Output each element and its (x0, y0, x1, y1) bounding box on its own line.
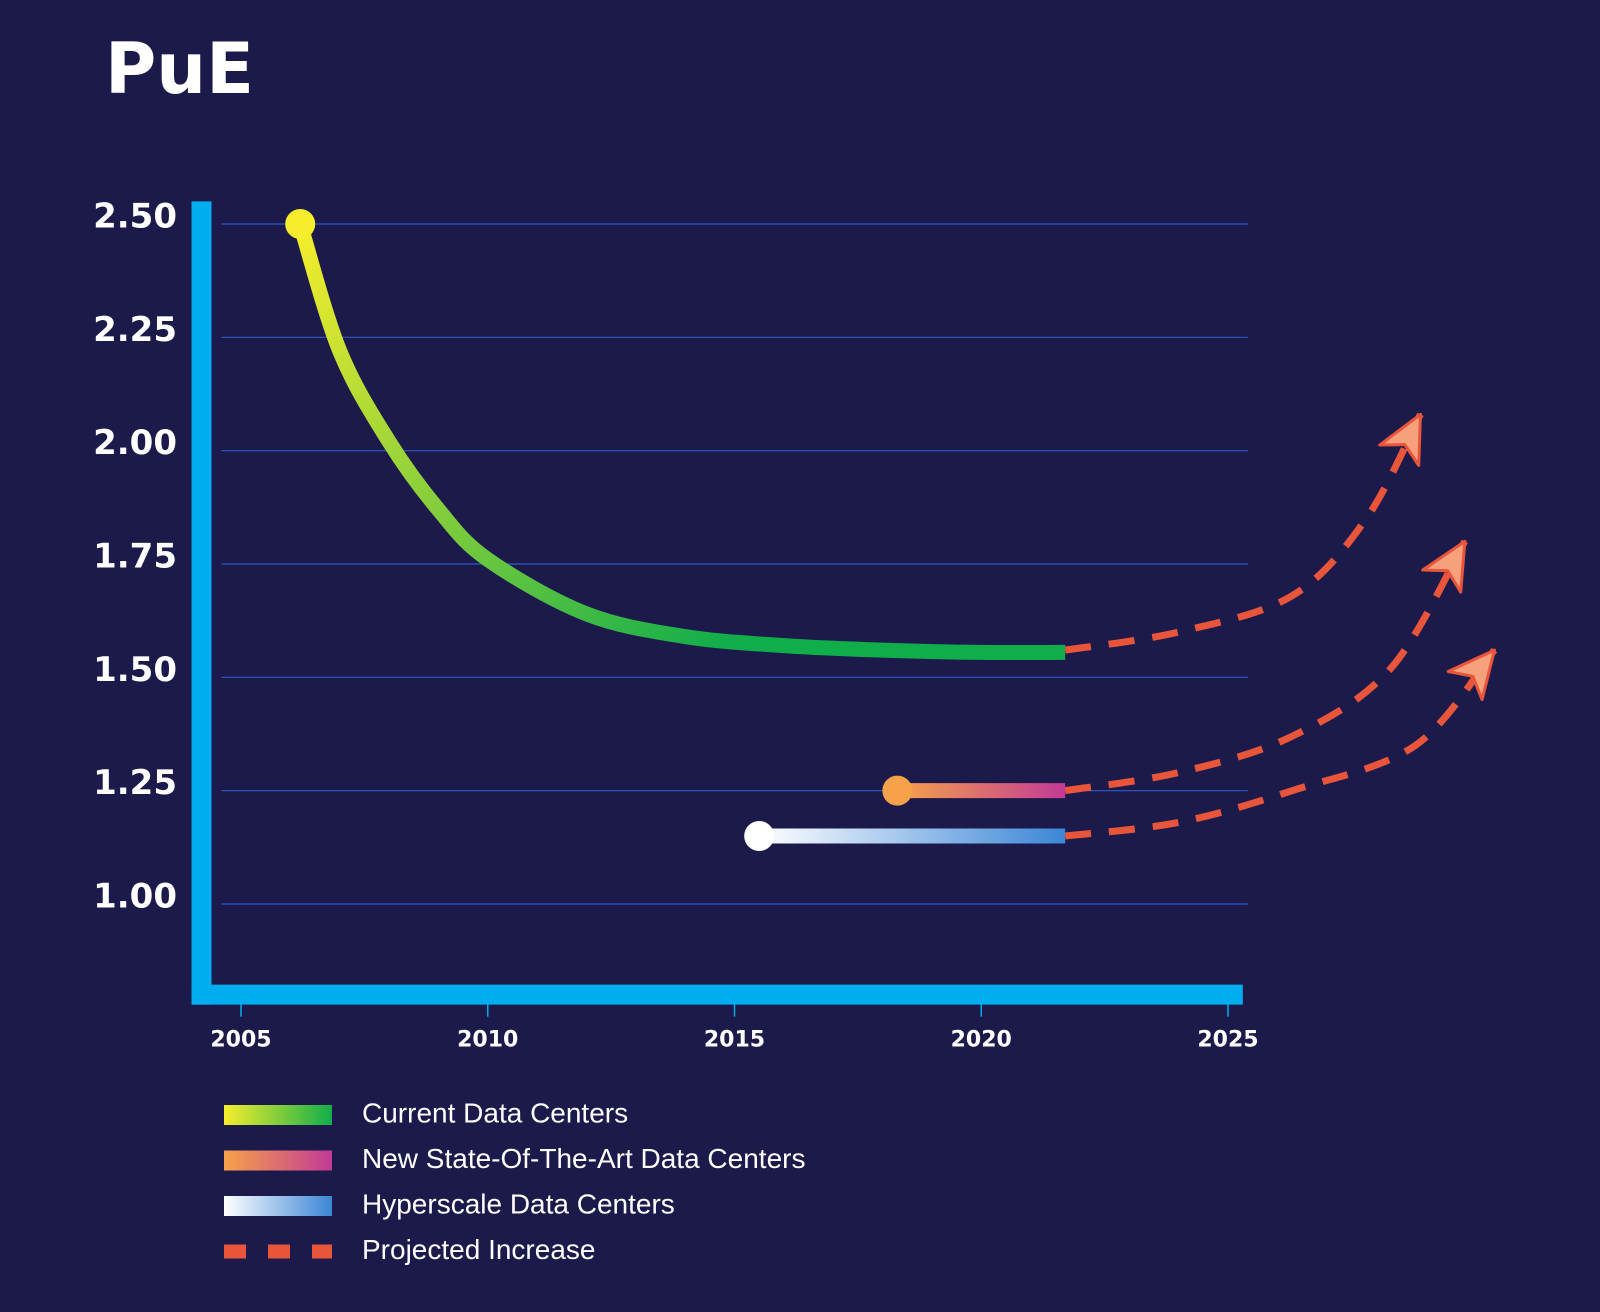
y-tick-label: 1.25 (93, 763, 177, 803)
arrow-head (1378, 412, 1422, 467)
series-line (293, 221, 1066, 661)
y-tick-label: 1.00 (93, 877, 177, 917)
y-tick-label: 2.25 (93, 310, 177, 350)
arrow-head (1446, 648, 1496, 702)
projection-line (1064, 539, 1468, 795)
legend-label: Projected Increase (362, 1234, 595, 1265)
legend-swatch (224, 1105, 332, 1125)
legend-label: New State-Of-The-Art Data Centers (362, 1143, 805, 1174)
legend-label: Current Data Centers (362, 1097, 628, 1128)
x-tick-label: 2015 (704, 1028, 765, 1053)
chart-title: PuE (105, 28, 254, 110)
legend-label: Hyperscale Data Centers (362, 1188, 675, 1219)
arrow-head (1421, 539, 1467, 594)
start-dot (744, 821, 775, 851)
x-tick-label: 2005 (210, 1028, 271, 1053)
legend-swatch (224, 1150, 332, 1171)
x-tick-label: 2025 (1197, 1028, 1258, 1053)
y-tick-label: 1.75 (93, 537, 177, 577)
projection-line (1064, 412, 1424, 654)
x-tick-label: 2020 (951, 1028, 1012, 1053)
start-dot (882, 775, 913, 806)
y-tick-label: 1.50 (93, 650, 177, 690)
x-tick-label: 2010 (457, 1028, 518, 1053)
start-dot (285, 209, 316, 239)
y-tick-label: 2.00 (93, 423, 177, 463)
projection-line (1064, 647, 1498, 840)
y-tick-label: 2.50 (93, 197, 177, 237)
legend-swatch (224, 1196, 332, 1216)
